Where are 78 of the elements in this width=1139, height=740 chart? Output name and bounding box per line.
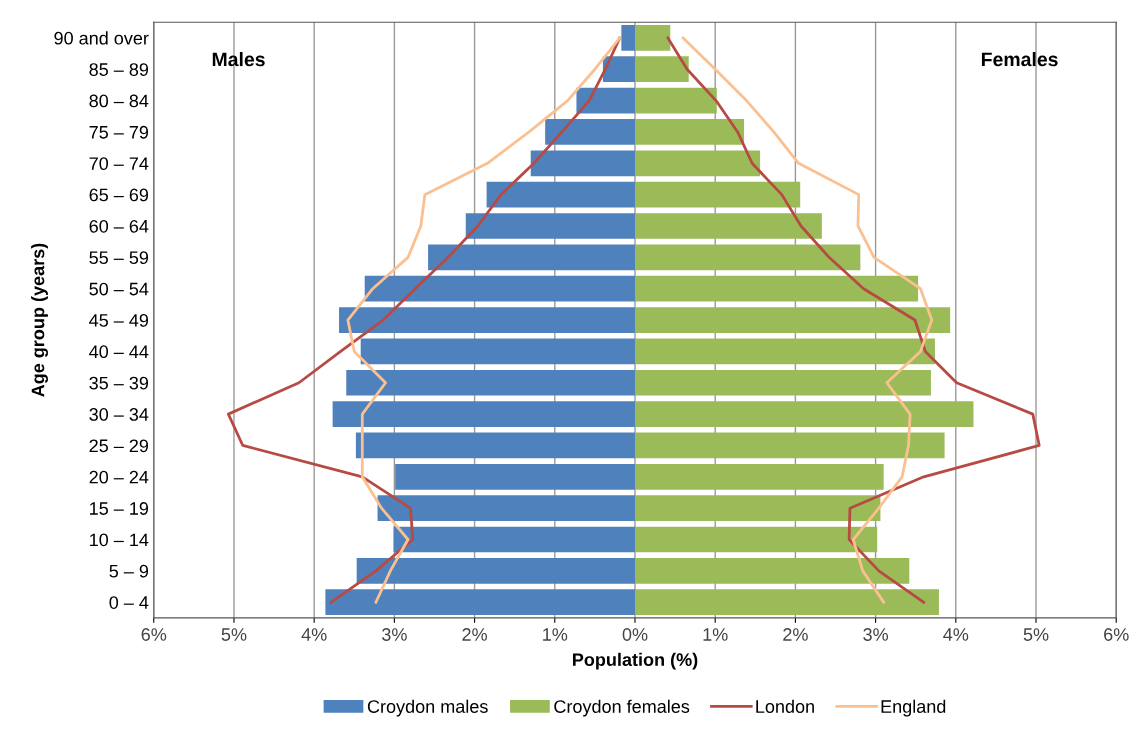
y-tick-label: 55 – 59 (89, 251, 149, 265)
bar (486, 181, 635, 208)
x-tick-label: 1% (543, 628, 568, 641)
annotation: Females (981, 51, 1058, 67)
bar (634, 558, 910, 584)
x-tick-label: 4% (943, 628, 969, 641)
x-tick-label: 4% (301, 628, 327, 641)
bar (355, 432, 635, 459)
bar (634, 307, 951, 333)
x-tick-label: 2% (783, 628, 808, 641)
bar (634, 150, 761, 177)
annotation: Males (212, 51, 265, 67)
bar (339, 307, 635, 333)
x-tick-label: 5% (1023, 628, 1049, 641)
y-tick-label: 20 – 24 (89, 470, 149, 484)
bar (360, 338, 635, 365)
bar (634, 338, 935, 365)
bar (634, 463, 884, 490)
bar (356, 558, 635, 584)
bar (621, 25, 635, 51)
y-tick-label: 65 – 69 (89, 188, 149, 202)
y-tick-label: 85 – 89 (89, 63, 149, 76)
x-tick-label: 3% (382, 628, 407, 641)
y-tick-label: 45 – 49 (89, 313, 149, 327)
x-tick-label: 3% (863, 628, 889, 641)
x-tick-label: 2% (462, 628, 487, 641)
y-tick-label: 10 – 14 (90, 533, 149, 547)
bar (634, 119, 745, 145)
x-tick-label: 1% (703, 628, 728, 641)
legend-label: Croydon males (367, 699, 488, 717)
bar (377, 495, 635, 522)
legend-label: Croydon females (554, 699, 690, 717)
bar (634, 56, 689, 83)
bar (602, 56, 635, 83)
bar (428, 244, 635, 271)
y-tick-label: 90 and over (54, 31, 149, 45)
x-axis-title: Population (%) (573, 652, 698, 670)
bar (332, 401, 635, 427)
y-tick-label: 75 – 79 (89, 125, 149, 139)
bar (346, 369, 635, 396)
bar (634, 275, 919, 302)
bar (576, 87, 635, 114)
y-tick-label: 0 – 4 (109, 596, 149, 609)
x-tick-label: 6% (141, 628, 167, 641)
bar (530, 150, 635, 177)
bar (634, 589, 939, 616)
y-tick-label: 5 – 9 (109, 564, 149, 578)
bar (634, 181, 801, 208)
bar (634, 25, 671, 51)
y-tick-label: 80 – 84 (89, 94, 149, 108)
y-axis-title: Age group (years) (31, 243, 48, 397)
y-tick-label: 70 – 74 (89, 157, 149, 171)
y-tick-label: 40 – 44 (89, 345, 149, 359)
bar (634, 526, 878, 553)
y-tick-label: 25 – 29 (89, 439, 149, 453)
y-tick-label: 60 – 64 (89, 219, 149, 233)
x-tick-label: 0% (622, 628, 648, 641)
x-tick-label: 5% (221, 628, 247, 641)
y-tick-label: 30 – 34 (89, 408, 149, 421)
y-tick-label: 15 – 19 (90, 502, 149, 515)
bar (395, 463, 635, 490)
y-tick-label: 35 – 39 (89, 376, 149, 390)
x-tick-label: 6% (1104, 628, 1129, 641)
bar (465, 213, 635, 239)
bar (393, 526, 635, 553)
bar (634, 432, 945, 459)
bar (634, 244, 861, 271)
bar (634, 213, 822, 239)
y-tick-label: 50 – 54 (89, 282, 149, 296)
bar (325, 589, 635, 616)
bar (545, 119, 635, 145)
bar (634, 495, 881, 522)
bar (634, 87, 717, 114)
legend-label: England (881, 699, 946, 717)
bar (634, 401, 974, 427)
bar (634, 369, 931, 396)
bar (364, 275, 635, 302)
legend-label: London (756, 699, 814, 713)
